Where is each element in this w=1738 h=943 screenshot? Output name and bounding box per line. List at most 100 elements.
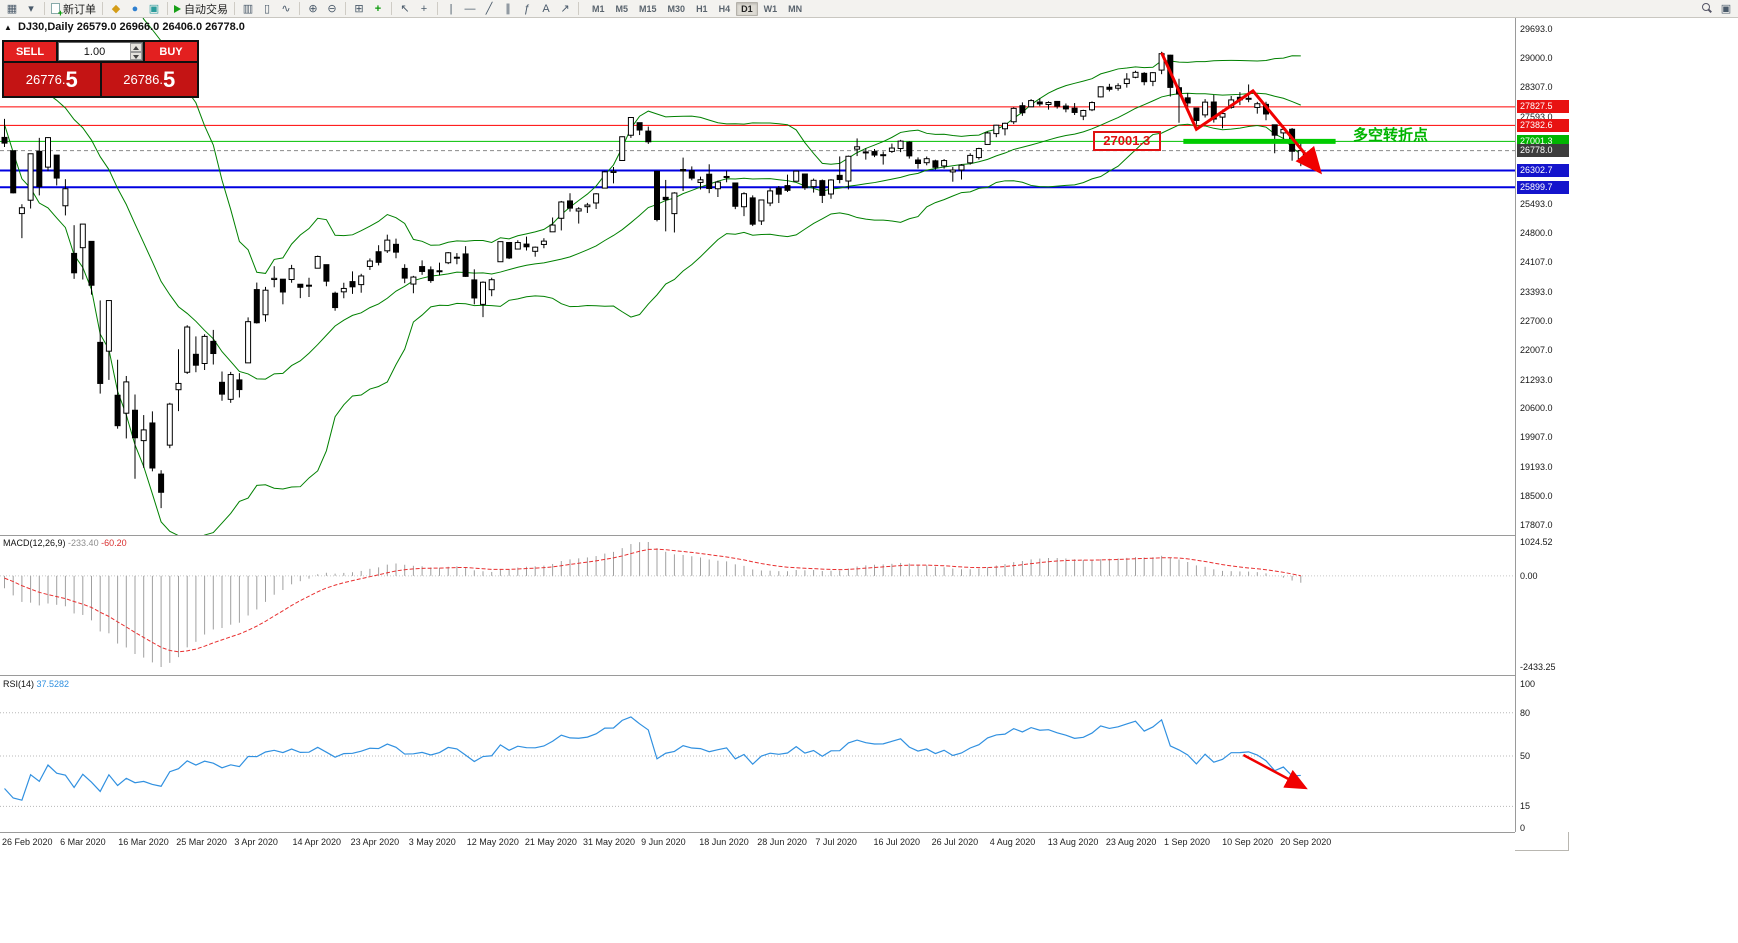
bar-chart-button[interactable]: ▥ [239,1,257,17]
price-axis-badge: 27827.5 [1517,100,1569,114]
horizontal-line-button[interactable]: — [461,1,479,17]
fibonacci-button[interactable]: ƒ [518,1,536,17]
autotrading-label: 自动交易 [184,3,228,16]
candlestick-chart-icon: ▯ [263,2,271,15]
alerts-button[interactable]: ◆ [107,1,125,17]
volume-up-icon[interactable] [130,43,142,52]
panel-separator[interactable] [0,535,1515,536]
grid-button[interactable]: ⊞ [350,1,368,17]
new-order-button[interactable]: 新订单 [49,1,98,18]
toolbar-separator [167,2,168,15]
toolbar-separator [578,2,579,15]
market-button[interactable]: ▣ [145,1,163,17]
ohlc-label: 26579.0 26966.0 26406.0 26778.0 [76,21,245,33]
indicator-axis-label: 80 [1520,707,1531,718]
crosshair-icon: + [420,2,428,15]
date-axis-label: 9 Jun 2020 [641,837,686,847]
macd-value: -233.40 [68,538,99,548]
autotrading-button[interactable]: 自动交易 [172,1,230,17]
autotrading-play-icon [174,4,181,13]
price-axis-label: 29000.0 [1520,52,1553,63]
date-axis-label: 26 Feb 2020 [2,837,53,847]
timeframe-d1[interactable]: D1 [736,1,758,16]
timeframe-h4[interactable]: H4 [718,3,731,14]
price-axis-label: 17807.0 [1520,520,1553,531]
crosshair-button[interactable]: + [415,1,433,17]
indicators-button[interactable]: + [369,1,387,17]
date-axis-label: 21 May 2020 [524,837,577,847]
timeframe-m5[interactable]: M5 [615,3,629,14]
new-order-icon [51,3,63,18]
price-axis-label: 22700.0 [1520,315,1553,326]
search-button[interactable] [1698,1,1716,17]
price-alert-box[interactable]: 27001.3 [1092,130,1161,151]
price-axis[interactable]: 29693.029000.028307.027593.026900.026207… [1515,18,1569,833]
date-axis[interactable]: 26 Feb 2020 6 Mar 2020 16 Mar 2020 25 Mar 2… [0,832,1515,851]
timeframe-h1[interactable]: H1 [696,3,708,14]
date-axis-label: 26 Jul 2020 [931,837,979,847]
zoom-out-button[interactable]: ⊖ [323,1,341,17]
vertical-line-button[interactable]: | [442,1,460,17]
price-axis-label: 20600.0 [1520,403,1553,414]
rsi-trend-arrow[interactable] [1242,753,1308,790]
timeframe-w1[interactable]: W1 [763,3,778,14]
buy-price[interactable]: 26786. 5 [101,63,197,96]
toolbar-separator [234,2,235,15]
new-order-label: 新订单 [63,3,96,16]
cursor-button[interactable]: ↖ [396,1,414,17]
new-chart-button[interactable]: ▦ [3,1,21,17]
rsi-panel[interactable] [0,676,1515,832]
zoom-in-button[interactable]: ⊕ [304,1,322,17]
vertical-line-icon: | [449,2,453,15]
price-axis-label: 25493.0 [1520,199,1553,210]
line-chart-button[interactable]: ∿ [277,1,295,17]
channel-button[interactable]: ∥ [499,1,517,17]
candles-layer [1,51,1304,509]
price-axis-label: 21293.0 [1520,374,1553,385]
sell-price[interactable]: 26776. 5 [4,63,100,96]
candlestick-chart-button[interactable]: ▯ [258,1,276,17]
sell-button[interactable]: SELL [4,42,56,61]
trend-zigzag-arrow[interactable] [1160,52,1323,175]
macd-label: MACD(12,26,9) -233.40 -60.20 [3,538,127,548]
panel-separator[interactable] [0,675,1515,676]
bar-chart-icon: ▥ [242,2,254,15]
bollinger-bands-layer [4,18,1302,535]
trendline-button[interactable]: ╱ [480,1,498,17]
trendline-icon: ╱ [485,2,493,15]
price-axis-label: 24800.0 [1520,228,1553,239]
windows-button[interactable]: ▣ [1717,1,1735,17]
rsi-label: RSI(14) 37.5282 [3,679,69,689]
main-chart[interactable] [0,18,1515,535]
timeframe-m30[interactable]: M30 [667,3,686,14]
date-axis-label: 4 Aug 2020 [989,837,1036,847]
volume-down-icon[interactable] [130,51,142,60]
price-axis-label: 27593.0 [1520,111,1553,122]
zoom-in-icon: ⊕ [308,2,318,15]
volume-field[interactable]: 1.00 [58,42,143,61]
community-button[interactable]: ● [126,1,144,17]
collapse-icon[interactable]: ▲ [4,23,12,32]
date-axis-label: 16 Jul 2020 [873,837,921,847]
profiles-button[interactable]: ▾ [22,1,40,17]
toolbar-separator [44,2,45,15]
horizontal-line-icon: — [464,2,476,15]
timeframe-m1[interactable]: M1 [592,3,605,14]
rsi-line [4,716,1301,801]
date-axis-label: 28 Jun 2020 [757,837,807,847]
buy-price-big-digit: 5 [163,66,176,92]
price-axis-label: 19907.0 [1520,432,1553,443]
arrows-button[interactable]: ↗ [556,1,574,17]
cursor-icon: ↖ [400,2,410,15]
turning-point-note[interactable]: 多空转折点 [1353,127,1429,145]
timeframe-m15[interactable]: M15 [639,3,657,14]
profiles-icon: ▾ [28,2,34,15]
timeframe-bar: M1 M5 M15 M30 H1 H4 D1 W1 MN [587,1,807,16]
macd-panel[interactable] [0,536,1515,675]
macd-signal-line [4,548,1301,653]
level-lines-layer[interactable] [0,106,1515,189]
timeframe-mn[interactable]: MN [788,3,803,14]
buy-button[interactable]: BUY [145,42,197,61]
date-axis-label: 14 Apr 2020 [292,837,342,847]
text-button[interactable]: A [537,1,555,17]
